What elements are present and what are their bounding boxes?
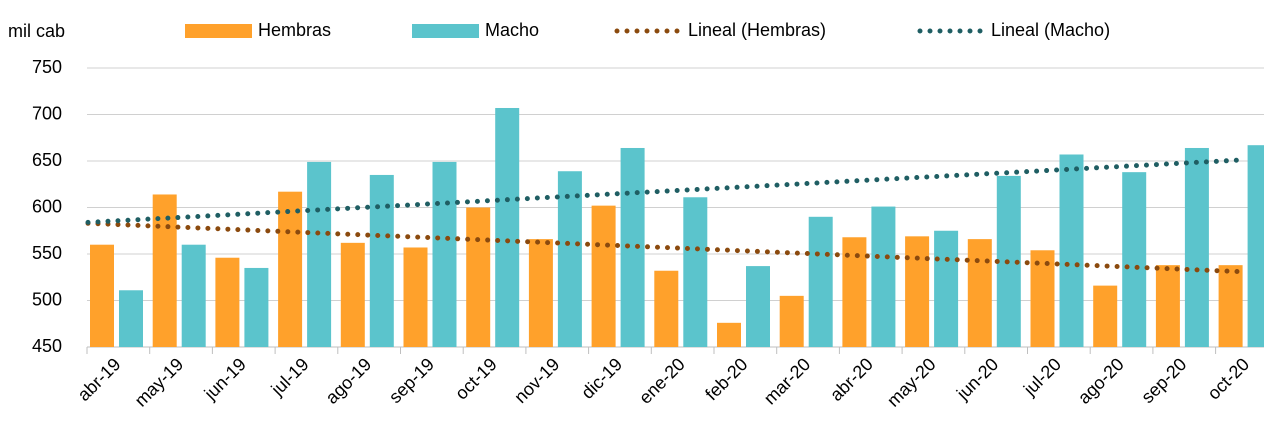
x-tick-label: sep-20 [1137,354,1190,407]
bar [1059,154,1084,347]
x-tick-label: ago-20 [1074,354,1128,408]
x-tick-label: may-19 [131,354,188,411]
legend-swatch [185,24,252,38]
x-tick-label: dic-19 [577,354,626,403]
bar [654,270,679,347]
x-tick-label: jun-19 [200,354,250,404]
legend-swatch [412,24,479,38]
bar [1184,147,1209,347]
x-tick-label: jul-20 [1019,354,1065,400]
x-tick-label: feb-20 [701,354,751,404]
legend-label: Lineal (Macho) [991,20,1110,40]
x-tick-label: jul-19 [267,354,313,400]
bar [1093,285,1118,347]
x-tick-label: may-20 [883,354,940,411]
y-tick-label: 550 [32,243,62,263]
bar [90,244,114,347]
bar [746,266,770,347]
bar [683,197,708,347]
bar [934,230,959,347]
y-tick-label: 450 [32,336,62,356]
x-tick-label: abr-19 [74,354,125,405]
y-tick-label: 650 [32,150,62,170]
legend-label: Lineal (Hembras) [688,20,826,40]
bar [808,216,833,347]
bar [1030,250,1055,347]
legend-label: Macho [485,20,539,40]
bar [528,239,553,347]
x-tick-label: abr-20 [826,354,877,405]
y-tick-label: 500 [32,289,62,309]
bar [307,161,332,347]
bar [1155,265,1180,347]
x-tick-label: ene-20 [635,354,689,408]
bar [1218,265,1243,347]
y-tick-label: 600 [32,196,62,216]
x-tick-label: ago-19 [322,354,376,408]
x-tick-label: oct-20 [1204,354,1254,404]
x-tick-label: nov-19 [510,354,563,407]
bar [369,174,394,347]
bar [905,236,930,347]
bar [1122,172,1147,347]
x-tick-label: oct-19 [451,354,501,404]
bar [557,171,582,347]
bar [244,267,269,347]
bar [779,295,804,347]
bar [278,191,303,347]
bar [591,205,616,347]
legend-label: Hembras [258,20,331,40]
bar [215,257,240,347]
bar [495,107,520,348]
bar [620,147,645,347]
bar [967,239,992,347]
x-tick-label: sep-19 [385,354,438,407]
bar [403,247,428,347]
bar [181,244,206,347]
y-axis-label: mil cab [8,21,65,41]
y-tick-label: 750 [32,57,62,77]
x-tick-label: jun-20 [952,354,1002,404]
bar [466,207,491,347]
bar [432,161,457,347]
y-tick-label: 700 [32,103,62,123]
trend-line [85,157,1243,225]
trend-line [85,220,1243,275]
bar [871,206,896,347]
bar [340,242,365,347]
bar [717,322,741,347]
bar [119,290,143,347]
x-tick-label: mar-20 [760,354,814,408]
bar [1247,145,1264,347]
